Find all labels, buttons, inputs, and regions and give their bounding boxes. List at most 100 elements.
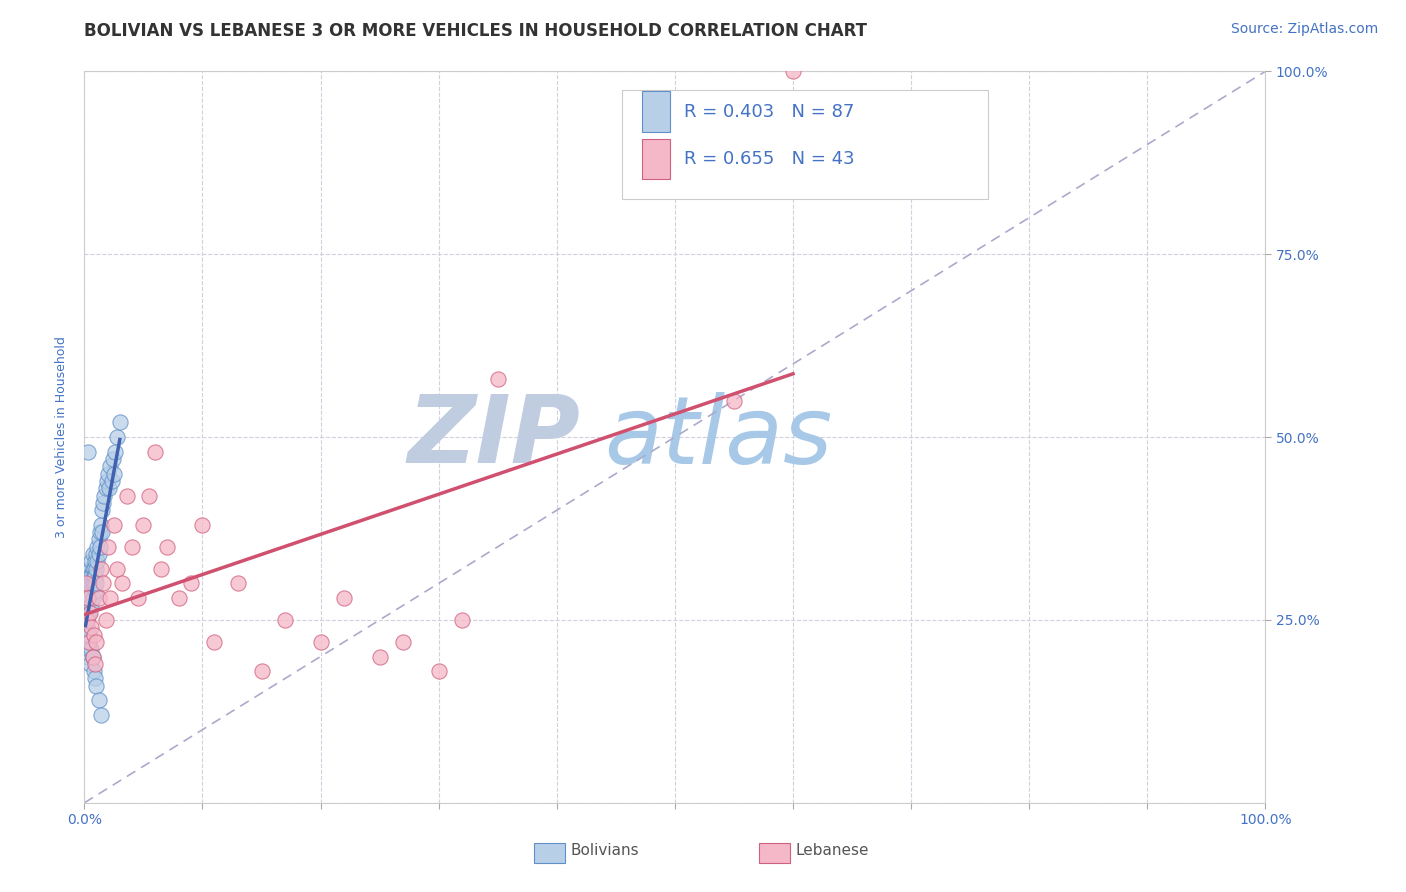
Point xyxy=(75,642,97,657)
Point xyxy=(89,540,111,554)
Point xyxy=(90,517,112,532)
Point xyxy=(87,693,110,707)
Bar xyxy=(641,139,671,179)
Point xyxy=(76,635,98,649)
Point xyxy=(98,591,121,605)
Point xyxy=(167,591,190,605)
Point xyxy=(75,591,97,605)
Point xyxy=(98,459,121,474)
Point xyxy=(75,576,97,591)
Point xyxy=(274,613,297,627)
Point xyxy=(76,613,98,627)
Text: atlas: atlas xyxy=(605,392,832,483)
Point xyxy=(83,562,105,576)
Point xyxy=(96,474,118,488)
Point xyxy=(82,591,104,605)
Point xyxy=(107,562,129,576)
Point xyxy=(77,591,100,605)
Text: Source: ZipAtlas.com: Source: ZipAtlas.com xyxy=(1230,22,1378,37)
Point xyxy=(77,583,100,598)
Point xyxy=(107,430,129,444)
Point xyxy=(84,635,107,649)
Point xyxy=(84,657,107,671)
Point xyxy=(79,576,101,591)
Point xyxy=(86,540,108,554)
Point xyxy=(77,569,100,583)
Point xyxy=(77,599,100,613)
Point xyxy=(76,606,98,620)
Text: R = 0.655   N = 43: R = 0.655 N = 43 xyxy=(685,150,855,168)
Point xyxy=(98,481,121,495)
Point xyxy=(121,540,143,554)
Point xyxy=(77,591,100,605)
Point xyxy=(76,583,98,598)
Point xyxy=(180,576,202,591)
Point xyxy=(84,679,107,693)
Point xyxy=(76,606,98,620)
Point xyxy=(84,672,107,686)
Point xyxy=(77,606,100,620)
Point xyxy=(91,496,114,510)
Point xyxy=(75,606,97,620)
Text: BOLIVIAN VS LEBANESE 3 OR MORE VEHICLES IN HOUSEHOLD CORRELATION CHART: BOLIVIAN VS LEBANESE 3 OR MORE VEHICLES … xyxy=(84,22,868,40)
Point xyxy=(80,569,103,583)
FancyBboxPatch shape xyxy=(621,90,988,200)
Point xyxy=(782,64,804,78)
Point xyxy=(90,562,112,576)
Point xyxy=(451,613,474,627)
Text: Bolivians: Bolivians xyxy=(571,844,640,858)
Y-axis label: 3 or more Vehicles in Household: 3 or more Vehicles in Household xyxy=(55,336,69,538)
Point xyxy=(191,517,214,532)
Point xyxy=(76,620,98,634)
Point xyxy=(83,664,105,678)
Point xyxy=(82,649,104,664)
Point xyxy=(80,642,103,657)
Point xyxy=(75,613,97,627)
Point xyxy=(101,452,124,467)
Point xyxy=(103,467,125,481)
Point xyxy=(82,562,104,576)
Point xyxy=(79,591,101,605)
Point xyxy=(97,467,120,481)
Point xyxy=(91,503,114,517)
Point xyxy=(79,569,101,583)
Point xyxy=(77,583,100,598)
Point xyxy=(94,613,117,627)
Point xyxy=(87,547,110,561)
Point xyxy=(77,635,100,649)
Point xyxy=(333,591,356,605)
Point xyxy=(723,393,745,408)
Point xyxy=(80,583,103,598)
Point xyxy=(368,649,391,664)
Point xyxy=(91,576,114,591)
Point xyxy=(82,547,104,561)
Point xyxy=(82,576,104,591)
Point xyxy=(84,576,107,591)
Point xyxy=(111,576,134,591)
Point xyxy=(94,481,117,495)
Text: ZIP: ZIP xyxy=(408,391,581,483)
Point xyxy=(250,664,273,678)
Point xyxy=(104,444,127,458)
Point xyxy=(79,599,101,613)
Point xyxy=(86,554,108,568)
Text: R = 0.403   N = 87: R = 0.403 N = 87 xyxy=(685,103,855,120)
Point xyxy=(77,599,100,613)
Point xyxy=(108,416,131,430)
Point xyxy=(76,599,98,613)
Point xyxy=(76,599,98,613)
Point xyxy=(309,635,332,649)
Point xyxy=(77,569,100,583)
Point xyxy=(77,591,100,605)
Point xyxy=(84,569,107,583)
Point xyxy=(226,576,249,591)
Point xyxy=(84,562,107,576)
Bar xyxy=(641,92,671,132)
Point xyxy=(83,627,105,641)
Point xyxy=(80,620,103,634)
Point xyxy=(77,649,100,664)
Point xyxy=(80,576,103,591)
Point xyxy=(138,489,160,503)
Point xyxy=(97,540,120,554)
Point xyxy=(77,606,100,620)
